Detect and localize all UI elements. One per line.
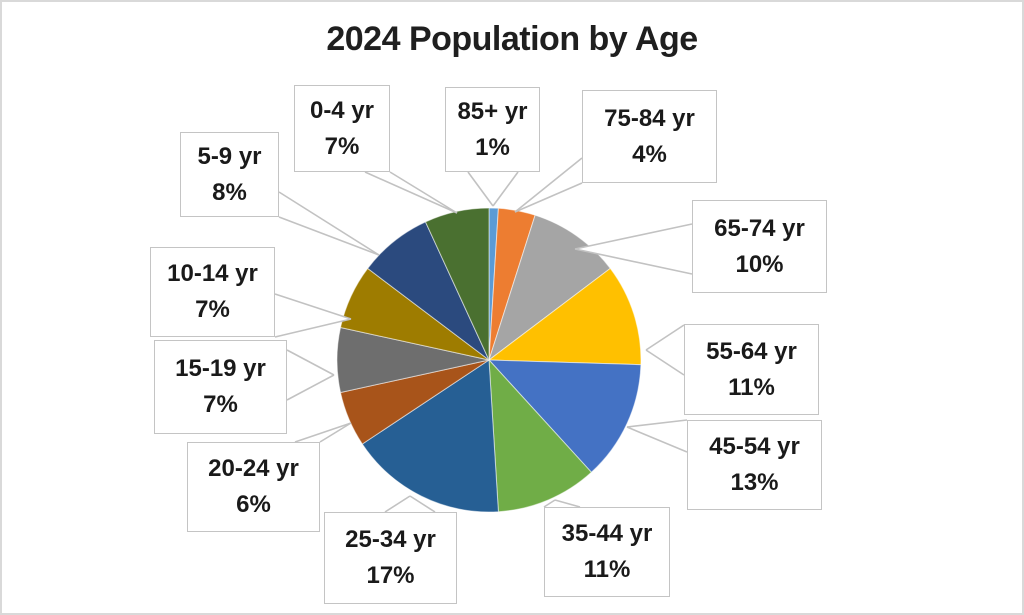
- data-label-callout: 45-54 yr 13%: [687, 420, 822, 510]
- data-label-category: 25-34 yr: [345, 526, 436, 553]
- data-label-callout: 55-64 yr 11%: [684, 324, 819, 415]
- data-label-callout: 85+ yr 1%: [445, 87, 540, 172]
- data-label-category: 65-74 yr: [714, 214, 805, 242]
- data-label-category: 15-19 yr: [175, 355, 266, 382]
- data-label-percent: 4%: [632, 140, 667, 168]
- data-label-percent: 11%: [583, 556, 631, 583]
- data-label-callout: 75-84 yr 4%: [582, 90, 717, 183]
- data-label-percent: 6%: [236, 491, 271, 518]
- data-label-percent: 7%: [195, 296, 230, 323]
- data-label-category: 85+ yr: [457, 97, 528, 125]
- data-label-percent: 10%: [735, 250, 784, 278]
- data-label-category: 10-14 yr: [167, 260, 258, 287]
- data-label-category: 45-54 yr: [709, 433, 800, 460]
- data-label-category: 5-9 yr: [197, 142, 262, 170]
- data-label-percent: 17%: [366, 562, 415, 589]
- chart-title: 2024 Population by Age: [326, 20, 698, 58]
- data-label-category: 55-64 yr: [706, 337, 797, 365]
- data-label-percent: 7%: [203, 391, 238, 418]
- data-label-category: 75-84 yr: [604, 104, 695, 132]
- data-label-callout: 25-34 yr 17%: [324, 512, 457, 604]
- data-label-category: 35-44 yr: [561, 520, 653, 547]
- data-label-percent: 1%: [475, 133, 510, 161]
- data-label-callout: 20-24 yr 6%: [187, 442, 320, 532]
- data-label-callout: 15-19 yr 7%: [154, 340, 287, 434]
- data-label-percent: 8%: [212, 178, 247, 206]
- data-label-category: 0-4 yr: [309, 96, 375, 124]
- data-label-callout: 65-74 yr 10%: [692, 200, 827, 293]
- data-label-callout: 10-14 yr 7%: [150, 247, 275, 337]
- data-label-callout: 35-44 yr 11%: [544, 507, 670, 597]
- data-label-percent: 13%: [730, 469, 779, 496]
- data-label-category: 20-24 yr: [208, 455, 299, 482]
- data-label-percent: 11%: [728, 373, 775, 401]
- data-label-callout: 0-4 yr 7%: [294, 85, 390, 172]
- data-label-percent: 7%: [324, 132, 360, 160]
- data-label-callout: 5-9 yr 8%: [180, 132, 279, 217]
